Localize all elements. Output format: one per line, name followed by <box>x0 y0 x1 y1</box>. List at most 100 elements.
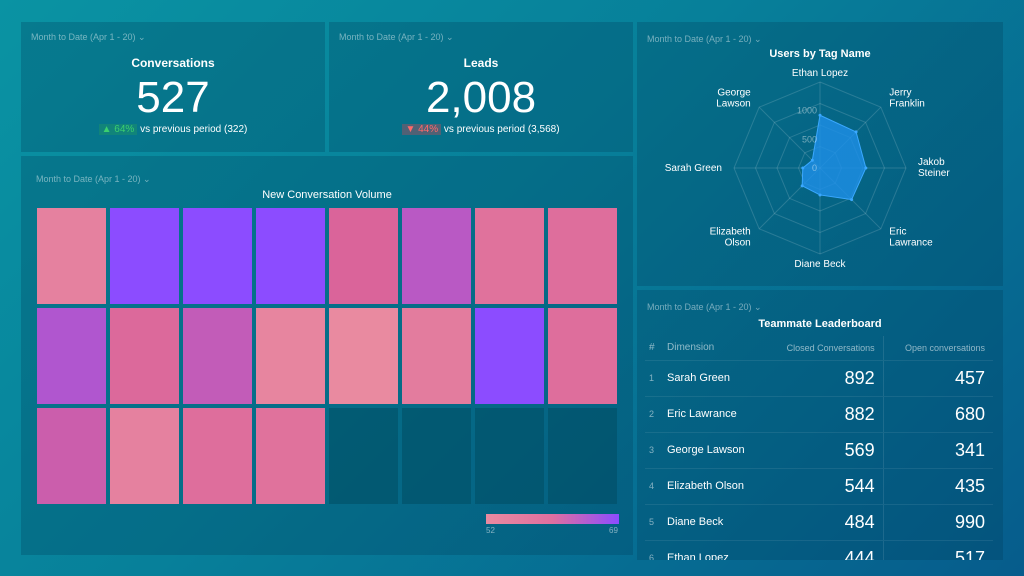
radar-category-label: Ethan Lopez <box>792 68 848 79</box>
radar-axis <box>758 106 821 169</box>
rank: 1 <box>645 360 667 397</box>
col-closed: Closed Conversations <box>763 336 884 361</box>
teammate-name: Elizabeth Olson <box>667 468 764 505</box>
heatmap-cell[interactable] <box>183 308 252 404</box>
radar-category-label: George Lawson <box>716 88 751 110</box>
col-open: Open conversations <box>882 336 993 361</box>
radar-point <box>818 193 822 197</box>
closed-count: 484 <box>763 504 884 541</box>
closed-count: 544 <box>763 468 884 505</box>
teammate-name: George Lawson <box>667 432 764 469</box>
radar-tick-label: 1000 <box>797 106 817 116</box>
heatmap-cell[interactable] <box>37 408 106 504</box>
radar-category-label: Diane Beck <box>794 259 846 270</box>
radar-point <box>854 130 858 134</box>
table-row[interactable]: 6 Ethan Lopez 444 517 <box>645 540 993 560</box>
heatmap-panel: Month to Date (Apr 1 - 20) ⌄ New Convers… <box>21 156 633 555</box>
legend-min: 52 <box>486 526 495 535</box>
radar-point <box>800 184 804 188</box>
change-badge: ▲ 64% <box>98 124 138 135</box>
table-row[interactable]: 5 Diane Beck 484 990 <box>645 504 993 541</box>
heatmap-cell[interactable] <box>110 308 179 404</box>
heatmap-cell[interactable] <box>475 208 544 304</box>
col-dimension: Dimension <box>667 336 764 361</box>
table-row[interactable]: 1 Sarah Green 892 457 <box>645 360 993 397</box>
heatmap-cell[interactable] <box>37 308 106 404</box>
kpi-title: Leads <box>463 56 499 70</box>
rank: 6 <box>645 540 667 560</box>
leaderboard-title: Teammate Leaderboard <box>758 318 882 330</box>
heatmap-cell[interactable] <box>256 308 325 404</box>
teammate-name: Ethan Lopez <box>667 540 764 560</box>
closed-count: 892 <box>763 360 884 397</box>
closed-count: 444 <box>763 540 884 560</box>
radar-point <box>864 166 868 170</box>
heatmap-cell[interactable] <box>329 308 398 404</box>
radar-gridline <box>733 81 907 255</box>
closed-count: 882 <box>763 396 884 433</box>
kpi-leads: Month to Date (Apr 1 - 20) ⌄ Leads 2,008… <box>329 22 633 152</box>
period-selector[interactable]: Month to Date (Apr 1 - 20) ⌄ <box>647 34 762 44</box>
heatmap-cell[interactable] <box>402 208 471 304</box>
heatmap-cell[interactable] <box>256 408 325 504</box>
heatmap-cell-empty <box>329 408 398 504</box>
heatmap-cell[interactable] <box>183 208 252 304</box>
heatmap-cell-empty <box>475 408 544 504</box>
radar-category-label: Eric Lawrance <box>889 226 933 248</box>
heatmap-cell[interactable] <box>329 208 398 304</box>
teammate-name: Diane Beck <box>667 504 764 541</box>
heatmap-grid <box>37 208 617 504</box>
radar-category-label: Elizabeth Olson <box>710 226 751 248</box>
heatmap-cell[interactable] <box>256 208 325 304</box>
heatmap-cell[interactable] <box>548 208 617 304</box>
teammate-name: Eric Lawrance <box>667 396 764 433</box>
radar-category-label: Sarah Green <box>665 163 722 174</box>
kpi-value: 527 <box>136 73 210 122</box>
radar-point <box>801 166 805 170</box>
radar-title: Users by Tag Name <box>769 48 871 60</box>
color-legend <box>486 514 619 524</box>
period-selector[interactable]: Month to Date (Apr 1 - 20) ⌄ <box>36 174 151 184</box>
open-count: 457 <box>882 360 993 397</box>
legend-max: 69 <box>609 526 618 535</box>
heatmap-cell[interactable] <box>475 308 544 404</box>
radar-category-label: Jerry Franklin <box>889 88 925 110</box>
heatmap-cell[interactable] <box>110 208 179 304</box>
heatmap-cell[interactable] <box>110 408 179 504</box>
rank: 5 <box>645 504 667 541</box>
table-row[interactable]: 3 George Lawson 569 341 <box>645 432 993 469</box>
kpi-value: 2,008 <box>425 73 537 122</box>
heatmap-cell[interactable] <box>37 208 106 304</box>
period-selector[interactable]: Month to Date (Apr 1 - 20) ⌄ <box>339 32 454 42</box>
rank: 4 <box>645 468 667 505</box>
kpi-comparison: ▲ 64% vs previous period (322) <box>21 124 325 136</box>
period-selector[interactable]: Month to Date (Apr 1 - 20) ⌄ <box>647 302 762 312</box>
table-row[interactable]: 2 Eric Lawrance 882 680 <box>645 396 993 433</box>
open-count: 341 <box>882 432 993 469</box>
open-count: 517 <box>882 540 993 560</box>
teammate-name: Sarah Green <box>667 360 764 397</box>
radar-panel: Month to Date (Apr 1 - 20) ⌄ Users by Ta… <box>637 22 1003 286</box>
leaderboard-panel: Month to Date (Apr 1 - 20) ⌄ Teammate Le… <box>637 290 1003 560</box>
heatmap-cell-empty <box>548 408 617 504</box>
heatmap-title: New Conversation Volume <box>262 189 392 201</box>
heatmap-cell[interactable] <box>183 408 252 504</box>
kpi-conversations: Month to Date (Apr 1 - 20) ⌄ Conversatio… <box>21 22 325 152</box>
radar-chart: 0 500 1000 Ethan Lopez Jerry Franklin Jakob Ste… <box>665 68 951 270</box>
heatmap-cell[interactable] <box>402 308 471 404</box>
kpi-title: Conversations <box>131 56 215 70</box>
radar-point <box>810 158 814 162</box>
heatmap-cell[interactable] <box>548 308 617 404</box>
radar-category-label: Jakob Steiner <box>918 157 950 179</box>
radar-tick-label: 500 <box>802 134 817 144</box>
period-selector[interactable]: Month to Date (Apr 1 - 20) ⌄ <box>31 32 146 42</box>
open-count: 435 <box>882 468 993 505</box>
table-row[interactable]: 4 Elizabeth Olson 544 435 <box>645 468 993 505</box>
radar-tick-label: 0 <box>812 163 817 173</box>
leaderboard-table: # Dimension Closed Conversations Open co… <box>645 336 993 560</box>
radar-gridline <box>754 102 886 234</box>
radar-point <box>850 198 854 202</box>
col-rank: # <box>645 336 667 361</box>
kpi-comparison: ▼ 44% vs previous period (3,568) <box>329 124 633 136</box>
open-count: 990 <box>882 504 993 541</box>
